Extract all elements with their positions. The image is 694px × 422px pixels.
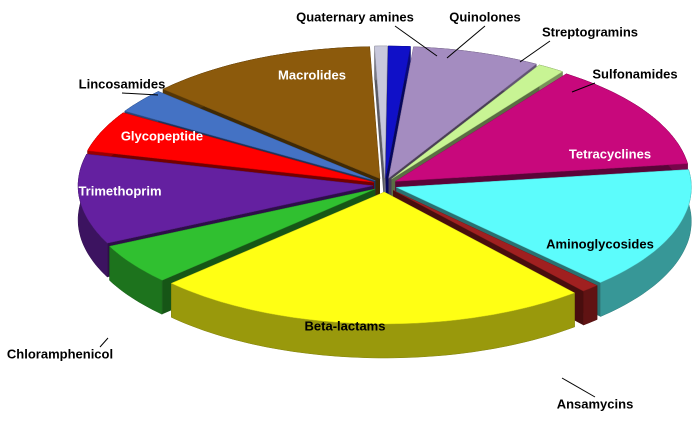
slice [392,189,598,292]
slice [162,46,381,180]
slice [385,45,411,179]
slice-label: Ansamycins [557,396,634,411]
slice-label: Quinolones [449,9,521,24]
slice-label: Streptogramins [542,24,638,39]
slice-label: Glycopeptide [121,128,203,143]
slice [87,112,374,183]
slice-label: Chloramphenicol [7,346,113,361]
slice [374,45,388,179]
slice-tops [77,45,692,325]
leader-line [99,337,109,348]
slice-label: Trimethoprim [78,183,161,198]
slice [124,91,376,182]
slice [170,191,576,325]
leader-line [571,82,596,93]
slice [108,188,376,281]
leader-line [121,92,159,96]
slice-label: Macrolides [278,67,346,82]
slice-label: Quaternary amines [296,9,414,24]
slice [396,169,692,283]
slice-outer-side [583,285,598,326]
slice-label: Sulfonamides [592,66,677,81]
slice-label: Aminoglycosides [546,236,654,251]
leader-line [519,40,551,63]
leader-line [394,25,438,57]
slice [391,64,564,180]
slice [77,153,374,244]
leader-line [561,377,596,398]
slice-radial-side [374,46,385,212]
leader-line [446,25,486,59]
slice-label: Beta-lactams [305,318,386,333]
slice-label: Lincosamides [79,76,166,91]
slice-label: Tetracyclines [569,146,651,161]
